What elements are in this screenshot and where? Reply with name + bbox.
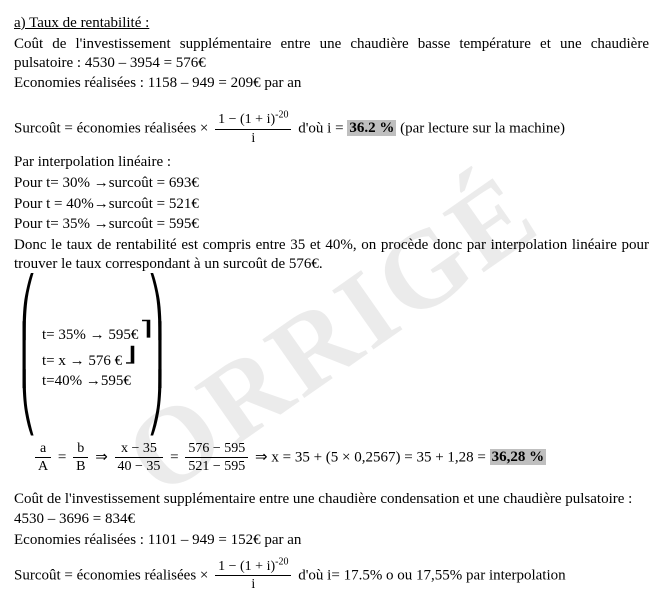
formula3-prefix: Surcoût = économies réalisées × — [14, 567, 208, 583]
formula1-row: Surcoût = économies réalisées × 1 − (1 +… — [14, 111, 649, 147]
formula1-prefix: Surcoût = économies réalisées × — [14, 120, 208, 136]
formula1-num: 1 − (1 + i) — [218, 112, 275, 127]
section2-line2: 4530 – 3696 = 834€ — [14, 510, 649, 529]
formula1-result: 36.2 % — [347, 120, 396, 136]
intro-line2: Economies réalisées : 1158 – 949 = 209€ … — [14, 74, 649, 93]
brace-line-2: t=40% →595€ — [42, 372, 150, 392]
interp-line-2: Pour t= 35% →surcoût = 595€ — [14, 215, 649, 234]
f2-d-d: 521 − 595 — [185, 458, 248, 476]
brace-block: ⎛⎜⎝ t= 35% → 595€ ⌉ t= x → 576 € ⌋ t=40%… — [14, 284, 649, 428]
conclusion1: Donc le taux de rentabilité est compris … — [14, 236, 649, 274]
formula3-fraction: 1 − (1 + i)-20 i — [215, 558, 291, 594]
f2-a-d: A — [35, 458, 51, 476]
formula3-num: 1 − (1 + i) — [218, 559, 275, 574]
formula2-row: aA = bB ⇒ x − 3540 − 35 = 576 − 595521 −… — [32, 440, 649, 476]
formula1-fraction: 1 − (1 + i)-20 i — [215, 111, 291, 147]
formula1-den: i — [215, 130, 291, 148]
formula3-row: Surcoût = économies réalisées × 1 − (1 +… — [14, 558, 649, 594]
interp-title: Par interpolation linéaire : — [14, 153, 649, 172]
right-paren-icon: ⎞⎟⎠ — [148, 284, 165, 428]
formula3-suffix: d'où i= 17.5% o ou 17,55% par interpolat… — [298, 567, 565, 583]
f2-a-n: a — [35, 440, 51, 459]
interp-line-1: Pour t = 40%→surcoût = 521€ — [14, 195, 649, 214]
f2-b-n: b — [73, 440, 88, 459]
intro-line1: Coût de l'investissement supplémentaire … — [14, 35, 649, 73]
section2-line3: Economies réalisées : 1101 – 949 = 152€ … — [14, 531, 649, 550]
formula3-exp: -20 — [275, 556, 288, 567]
f2-b-d: B — [73, 458, 88, 476]
brace-line-1: t= x → 576 € ⌋ — [42, 346, 150, 372]
formula1-exp: -20 — [275, 109, 288, 120]
f2-d-n: 576 − 595 — [185, 440, 248, 459]
f2-result: 36,28 % — [490, 449, 547, 465]
heading: a) Taux de rentabilité : — [14, 14, 649, 33]
f2-tail-prefix: ⇒ x = 35 + (5 × 0,2567) = 35 + 1,28 = — [255, 449, 490, 465]
heading-text: a) Taux de rentabilité : — [14, 15, 149, 31]
formula1-mid: d'où i = — [298, 120, 347, 136]
small-bracket-icon-2: ⌋ — [122, 342, 138, 368]
f2-c-n: x − 35 — [115, 440, 164, 459]
f2-c-d: 40 − 35 — [115, 458, 164, 476]
left-paren-icon: ⎛⎜⎝ — [20, 284, 37, 428]
interp-line-0: Pour t= 30% →surcoût = 693€ — [14, 174, 649, 193]
section2-line1: Coût de l'investissement supplémentaire … — [14, 490, 649, 509]
formula3-den: i — [215, 576, 291, 594]
formula1-suffix: (par lecture sur la machine) — [400, 120, 565, 136]
